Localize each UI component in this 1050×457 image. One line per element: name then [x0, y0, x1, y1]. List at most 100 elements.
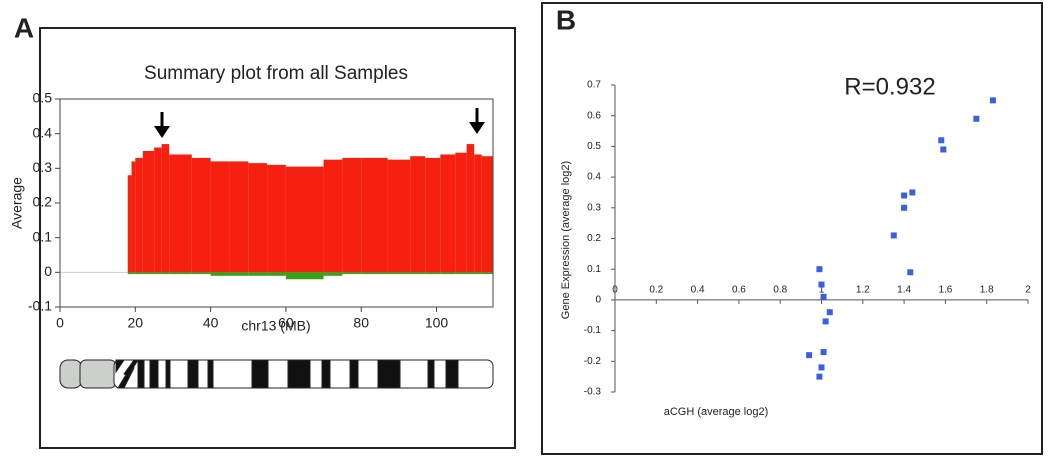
x-tick-label: 60 [278, 315, 294, 331]
bar [425, 272, 441, 275]
point [816, 266, 823, 273]
y-axis-label: Gene Expression (average log2) [560, 161, 572, 319]
y-tick-label: 0.1 [587, 264, 601, 275]
point [820, 293, 827, 300]
point [822, 318, 829, 325]
bar [135, 157, 143, 273]
point [973, 115, 980, 122]
y-tick-label: 0.1 [33, 228, 53, 244]
y-tick-label: -0.2 [584, 356, 602, 367]
panel-frame [541, 2, 1043, 455]
bar [466, 144, 475, 273]
bar [323, 272, 343, 276]
bar [440, 272, 456, 275]
bar [154, 272, 162, 275]
bar [387, 159, 411, 273]
bar [248, 163, 268, 273]
x-tick-label: 80 [353, 315, 369, 331]
y-tick-label: 0.5 [587, 141, 601, 152]
point [890, 232, 897, 239]
bar [210, 272, 230, 276]
y-tick-label: 0 [44, 263, 52, 279]
point [940, 146, 947, 153]
bar [135, 272, 143, 275]
bar [229, 272, 249, 276]
x-tick-label: 20 [128, 315, 144, 331]
bar [410, 156, 426, 273]
bar [267, 272, 286, 276]
x-tick-label: 1.2 [856, 285, 870, 296]
chart-title: Summary plot from all Samples [144, 63, 408, 84]
point [820, 349, 827, 356]
y-tick-label: 0.4 [587, 172, 601, 183]
panel-label: A [14, 12, 34, 43]
bar [440, 154, 456, 273]
x-tick-label: 2 [1025, 285, 1031, 296]
bar [387, 272, 411, 275]
bar [210, 161, 230, 273]
bar [142, 151, 155, 273]
y-tick-label: 0.2 [33, 194, 53, 210]
bar [169, 154, 192, 273]
x-axis-label: aCGH (average log2) [664, 406, 769, 418]
bar [361, 272, 388, 275]
x-tick-label: 1.6 [938, 285, 952, 296]
bar [481, 272, 493, 275]
y-tick-label: 0.6 [587, 110, 601, 121]
bar [466, 272, 475, 275]
y-tick-label: 0.3 [33, 159, 53, 175]
y-tick-label: 0.4 [33, 124, 53, 140]
y-tick-label: -0.3 [584, 387, 602, 398]
bar [455, 152, 467, 273]
bar [425, 157, 441, 273]
x-tick-label: 1.8 [980, 285, 994, 296]
bar [285, 166, 324, 273]
y-tick-label: 0.7 [587, 80, 601, 91]
bar [154, 147, 162, 273]
point [816, 373, 823, 380]
x-tick-label: 0.4 [691, 285, 705, 296]
point [818, 364, 825, 371]
bar [131, 272, 136, 275]
chromosome-ideogram [59, 359, 494, 389]
bar [410, 272, 426, 275]
y-axis-label: Average [9, 177, 25, 229]
bar [131, 161, 136, 273]
x-tick-label: 0.8 [773, 285, 787, 296]
point [806, 352, 813, 359]
bar [342, 157, 362, 273]
point [989, 97, 996, 104]
bar [229, 161, 249, 273]
annotation: R=0.932 [844, 73, 935, 100]
x-tick-label: 100 [425, 315, 449, 331]
point [907, 269, 914, 276]
bar [455, 272, 467, 275]
x-tick-label: 0.6 [732, 285, 746, 296]
bar [285, 272, 324, 280]
y-tick-label: 0.3 [587, 202, 601, 213]
point [826, 309, 833, 316]
y-tick-label: 0.2 [587, 233, 601, 244]
bar [127, 272, 132, 275]
x-axis-label: chr13 (MB) [241, 318, 310, 334]
bar [361, 157, 388, 273]
bar [474, 272, 482, 275]
arrows [154, 108, 485, 138]
bar [323, 159, 343, 273]
y-tick-label: 0.5 [33, 90, 53, 106]
x-tick-label: 0 [56, 315, 64, 331]
bar [169, 272, 192, 275]
bar [161, 272, 170, 275]
bar [474, 154, 482, 273]
bar [342, 272, 362, 275]
bar [481, 156, 493, 273]
point [901, 204, 908, 211]
bar [127, 175, 132, 273]
y-tick-label: -0.1 [584, 325, 602, 336]
bar [191, 272, 211, 275]
point [901, 192, 908, 199]
x-tick-label: 1 [819, 285, 825, 296]
bar [142, 272, 155, 275]
bar [267, 164, 286, 273]
